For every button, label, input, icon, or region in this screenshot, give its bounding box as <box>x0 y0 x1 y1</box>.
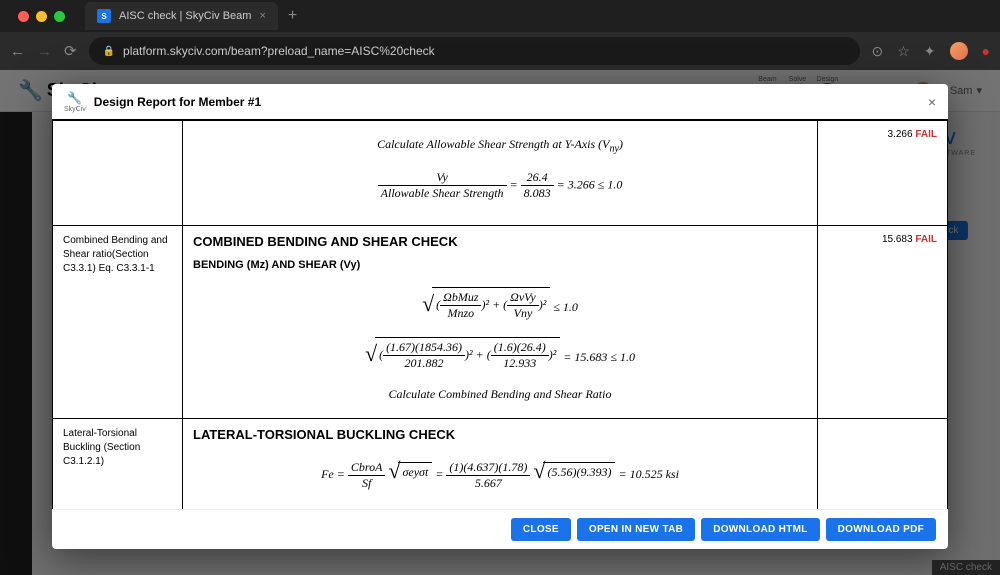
tab-bar: S AISC check | SkyCiv Beam × + <box>0 0 1000 32</box>
row2-formula1: √ (ΩbMuzMnzo)² + (ΩvVyVny)² ≤ 1.0 <box>193 287 807 321</box>
tab-close-icon[interactable]: × <box>259 10 265 22</box>
row1-formula: VyAllowable Shear Strength = 26.48.083 =… <box>193 170 807 201</box>
row1-value: 3.266 <box>888 129 913 140</box>
row2-heading: COMBINED BENDING AND SHEAR CHECK <box>193 234 807 249</box>
row2-sub: BENDING (Mz) AND SHEAR (Vy) <box>193 259 807 271</box>
row3-left: Lateral-Torsional Buckling (Section C3.1… <box>53 419 183 509</box>
url-text: platform.skyciv.com/beam?preload_name=AI… <box>123 44 435 58</box>
row2-right: 15.683 FAIL <box>818 226 948 419</box>
star-icon[interactable]: ☆ <box>897 43 910 60</box>
row3-heading: LATERAL-TORSIONAL BUCKLING CHECK <box>193 427 807 442</box>
extensions-icon[interactable]: ✦ <box>924 43 936 60</box>
profile-avatar[interactable] <box>950 42 968 60</box>
row3-right <box>818 419 948 509</box>
url-bar: ← → ⟳ 🔒 platform.skyciv.com/beam?preload… <box>0 32 1000 70</box>
report-table: Calculate Allowable Shear Strength at Y-… <box>52 120 948 509</box>
row1-status: FAIL <box>915 129 937 140</box>
browser-tab[interactable]: S AISC check | SkyCiv Beam × <box>85 2 278 30</box>
open-new-tab-button[interactable]: OPEN IN NEW TAB <box>577 518 695 541</box>
row2-formula2: √ ((1.67)(1854.36)201.882)² + ((1.6)(26.… <box>193 337 807 371</box>
traffic-lights <box>8 11 75 22</box>
tab-title: AISC check | SkyCiv Beam <box>119 10 251 22</box>
search-icon[interactable]: ⊙ <box>872 43 884 60</box>
back-icon[interactable]: ← <box>10 43 25 60</box>
new-tab-button[interactable]: + <box>278 7 307 25</box>
row1-left <box>53 121 183 226</box>
modal-header: 🔧 SkyCiv Design Report for Member #1 × <box>52 84 948 119</box>
download-pdf-button[interactable]: DOWNLOAD PDF <box>826 518 936 541</box>
minimize-window-icon[interactable] <box>36 11 47 22</box>
browser-chrome: S AISC check | SkyCiv Beam × + ← → ⟳ 🔒 p… <box>0 0 1000 70</box>
row2-left: Combined Bending and Shear ratio(Section… <box>53 226 183 419</box>
maximize-window-icon[interactable] <box>54 11 65 22</box>
row2-caption: Calculate Combined Bending and Shear Rat… <box>193 387 807 402</box>
favicon-icon: S <box>97 9 111 23</box>
download-html-button[interactable]: DOWNLOAD HTML <box>701 518 819 541</box>
row1-right: 3.266 FAIL <box>818 121 948 226</box>
modal-logo-icon: 🔧 <box>67 90 83 106</box>
row1-caption: Calculate Allowable Shear Strength at Y-… <box>193 137 807 154</box>
report-modal: 🔧 SkyCiv Design Report for Member #1 × C… <box>52 84 948 549</box>
modal-logo-text: SkyCiv <box>64 106 86 113</box>
row2-value: 15.683 <box>882 234 913 245</box>
status-bar: AISC check <box>932 560 1000 575</box>
row3-mid: LATERAL-TORSIONAL BUCKLING CHECK Fe = Cb… <box>183 419 818 509</box>
row1-mid: Calculate Allowable Shear Strength at Y-… <box>183 121 818 226</box>
modal-footer: CLOSE OPEN IN NEW TAB DOWNLOAD HTML DOWN… <box>52 509 948 549</box>
close-icon[interactable]: × <box>928 94 936 110</box>
close-window-icon[interactable] <box>18 11 29 22</box>
forward-icon[interactable]: → <box>37 43 52 60</box>
url-input[interactable]: 🔒 platform.skyciv.com/beam?preload_name=… <box>89 37 860 65</box>
close-button[interactable]: CLOSE <box>511 518 571 541</box>
modal-title: Design Report for Member #1 <box>94 95 261 109</box>
reload-icon[interactable]: ⟳ <box>64 42 77 60</box>
row2-status: FAIL <box>915 234 937 245</box>
lock-icon: 🔒 <box>103 46 115 57</box>
menu-icon[interactable]: ● <box>982 43 990 59</box>
modal-body: Calculate Allowable Shear Strength at Y-… <box>52 119 948 509</box>
url-right-icons: ⊙ ☆ ✦ ● <box>872 42 991 60</box>
row3-eq1: Fe = CbroASf √σeyσt = (1)(4.637)(1.78)5.… <box>193 458 807 491</box>
row2-mid: COMBINED BENDING AND SHEAR CHECK BENDING… <box>183 226 818 419</box>
